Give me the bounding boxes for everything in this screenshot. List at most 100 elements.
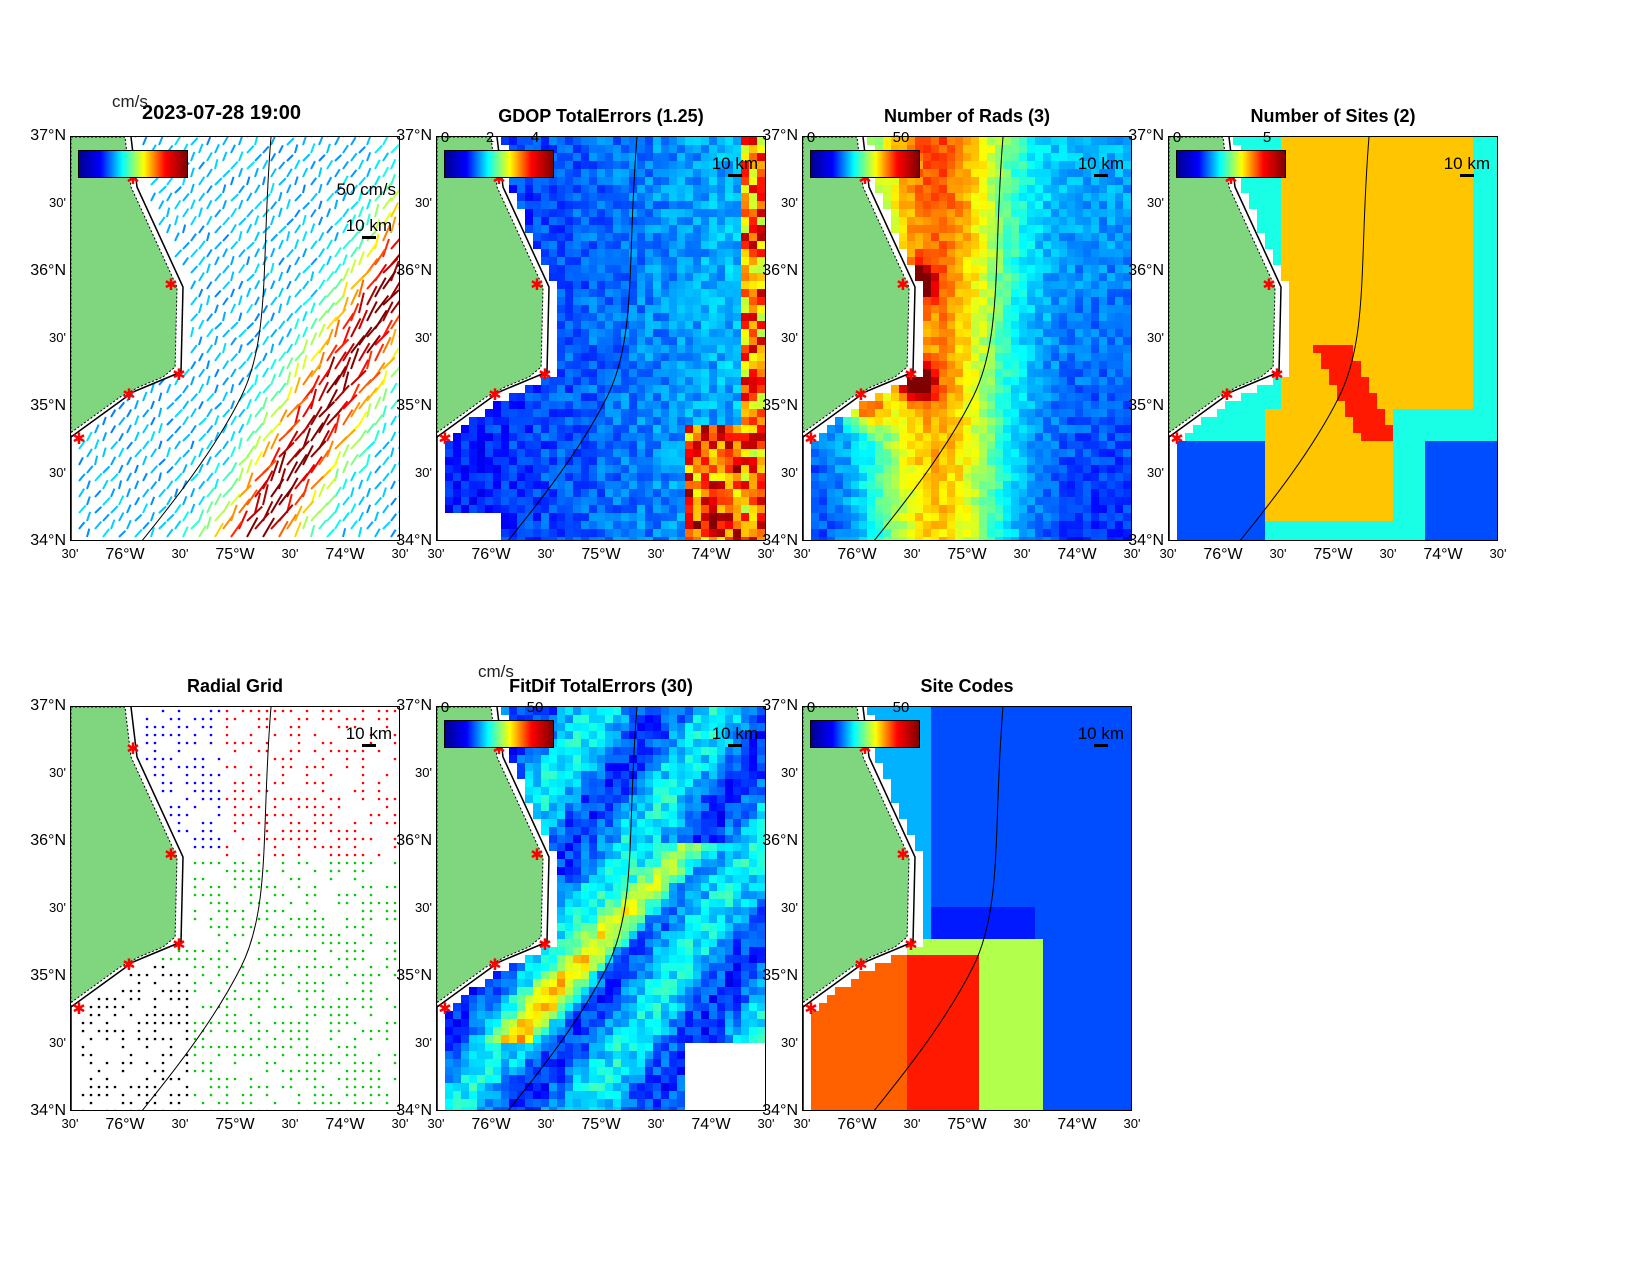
data-cell [1035,305,1043,313]
data-cell [629,393,637,401]
data-cell [1289,305,1297,313]
data-cell [1099,369,1107,377]
data-cell [1377,273,1385,281]
current-vector [214,448,223,458]
data-cell [1099,521,1107,529]
data-cell [509,185,517,193]
data-cell [1003,321,1011,329]
data-cell [971,465,979,473]
data-cell [685,265,693,273]
data-cell [1401,217,1409,225]
data-cell [549,177,557,185]
data-cell [645,393,653,401]
data-cell [757,185,765,193]
data-cell [677,217,685,225]
data-cell [843,449,851,457]
data-cell [749,385,757,393]
data-cell [1353,297,1361,305]
current-vector [326,239,333,250]
data-cell [493,425,501,433]
current-vector [358,309,368,330]
data-cell [947,385,955,393]
data-cell [677,513,685,521]
data-cell [573,425,581,433]
data-cell [677,377,685,385]
data-cell [693,177,701,185]
data-cell [501,409,509,417]
data-cell [939,233,947,241]
data-cell [979,513,987,521]
data-cell [1385,241,1393,249]
data-cell [765,385,766,393]
data-cell [1289,225,1297,233]
data-cell [923,353,931,361]
data-cell [1003,433,1011,441]
data-cell [1043,457,1051,465]
data-cell [1027,401,1035,409]
data-cell [939,161,947,169]
data-cell [741,225,749,233]
current-vector [334,246,342,258]
data-cell [1353,289,1361,297]
data-cell [891,137,899,145]
data-cell [525,209,533,217]
data-cell [613,425,621,433]
data-cell [947,249,955,257]
data-cell [1353,217,1361,225]
data-cell [1393,233,1401,241]
current-vector [238,217,247,226]
data-cell [1297,241,1305,249]
data-cell [963,169,971,177]
data-cell [1457,297,1465,305]
data-cell [613,377,621,385]
current-vector [118,480,123,490]
current-vector [310,422,325,442]
data-cell [923,321,931,329]
data-cell [1369,233,1377,241]
data-cell [1011,193,1019,201]
data-cell [709,385,717,393]
data-cell [565,409,573,417]
data-cell [923,193,931,201]
data-cell [693,361,701,369]
data-cell [629,497,637,505]
data-cell [1099,425,1107,433]
data-cell [1043,505,1051,513]
data-cell [1067,489,1075,497]
data-cell [1019,481,1027,489]
data-cell [923,489,931,497]
data-cell [1409,289,1417,297]
data-cell [859,465,867,473]
data-cell [765,289,766,297]
data-cell [445,505,453,513]
data-cell [453,505,461,513]
data-cell [1417,145,1425,153]
data-cell [637,337,645,345]
data-cell [605,313,613,321]
data-cell [995,169,1003,177]
data-cell [645,401,653,409]
data-cell [1019,265,1027,273]
data-cell [733,265,741,273]
current-vector [294,489,307,506]
data-cell [725,521,733,529]
data-cell [485,449,493,457]
data-cell [987,457,995,465]
data-cell [1321,193,1329,201]
current-vector [294,272,302,282]
current-vector [254,512,270,530]
current-vector [270,233,279,242]
data-cell [565,305,573,313]
data-cell [557,233,565,241]
data-cell [1075,273,1083,281]
data-cell [701,369,709,377]
current-vector [198,240,206,250]
current-vector [294,362,300,378]
current-vector [302,264,311,274]
data-cell [1107,393,1115,401]
data-cell [1067,201,1075,209]
data-cell [1329,193,1337,201]
data-cell [1329,313,1337,321]
data-cell [1481,289,1489,297]
data-cell [1075,465,1083,473]
